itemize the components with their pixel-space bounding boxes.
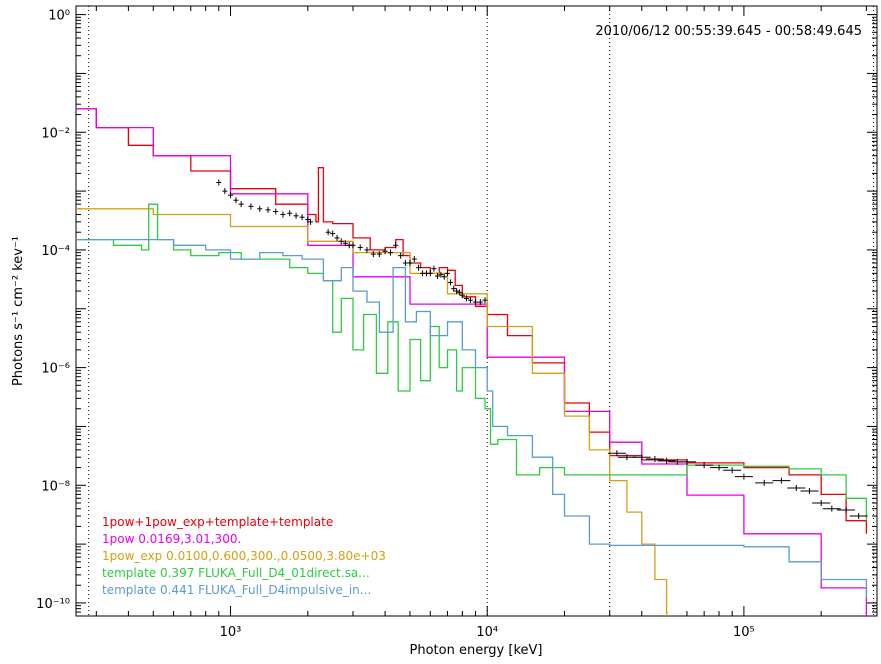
data-point xyxy=(370,251,376,258)
data-point xyxy=(287,210,293,217)
data-point xyxy=(849,513,868,520)
data-point xyxy=(388,249,394,256)
x-tick-label-0: 10³ xyxy=(220,625,242,640)
x-tick-label-2: 10⁵ xyxy=(733,625,755,640)
data-point xyxy=(238,201,244,208)
series-line-4 xyxy=(76,238,868,599)
data-point xyxy=(216,179,222,186)
data-point xyxy=(350,242,356,249)
data-point xyxy=(787,484,806,491)
data-point xyxy=(677,458,696,465)
data-point xyxy=(334,234,340,241)
y-tick-label-2: 10⁻⁴ xyxy=(41,244,70,259)
y-tick-label-5: 10⁻¹⁰ xyxy=(36,597,70,612)
time-range-label: 2010/06/12 00:55:39.645 - 00:58:49.645 xyxy=(595,24,862,39)
data-point xyxy=(459,292,465,299)
x-axis-title: Photon energy [keV] xyxy=(410,643,543,658)
y-tick-label-4: 10⁻⁸ xyxy=(41,479,70,494)
data-point xyxy=(280,211,286,218)
series-line-0 xyxy=(76,108,868,534)
data-point xyxy=(308,218,314,225)
y-tick-label-3: 10⁻⁶ xyxy=(41,362,70,377)
legend-entry-2: 1pow_exp 0.0100,0.600,300.,0.0500,3.80e+… xyxy=(102,549,386,563)
data-point xyxy=(444,270,450,277)
y-axis-title: Photons s⁻¹ cm⁻² kev⁻¹ xyxy=(11,236,26,386)
data-point xyxy=(325,229,331,236)
y-tick-label-0: 10⁰ xyxy=(48,9,70,24)
data-point xyxy=(477,299,483,306)
legend-entry-0: 1pow+1pow_exp+template+template xyxy=(102,515,333,529)
legend: 1pow+1pow_exp+template+template 1pow 0.01… xyxy=(102,515,386,597)
data-point xyxy=(482,297,488,304)
legend-entry-4: template 0.441 FLUKA_Full_D4impulsive_in… xyxy=(102,583,371,597)
data-points xyxy=(216,179,868,520)
data-point xyxy=(228,192,234,199)
data-point xyxy=(723,467,742,474)
data-point xyxy=(812,499,831,506)
data-point xyxy=(734,473,753,480)
data-point xyxy=(427,270,433,277)
data-point xyxy=(330,230,336,237)
series-line-1 xyxy=(76,108,868,616)
data-point xyxy=(342,240,348,247)
data-point xyxy=(800,487,819,494)
data-point xyxy=(257,205,263,212)
data-point xyxy=(305,216,311,223)
data-point xyxy=(265,206,271,213)
data-point xyxy=(382,248,388,255)
data-point xyxy=(364,246,370,253)
data-point xyxy=(357,244,363,251)
data-point xyxy=(772,477,791,484)
data-point xyxy=(233,197,239,204)
series-line-2 xyxy=(76,208,668,616)
legend-entry-1: 1pow 0.0169,3.01,300. xyxy=(102,532,241,546)
data-point xyxy=(645,455,664,462)
data-point xyxy=(755,479,774,486)
data-point xyxy=(454,288,460,295)
data-point xyxy=(416,264,422,271)
data-point xyxy=(431,265,437,272)
data-point xyxy=(398,252,404,259)
data-point xyxy=(837,507,856,514)
data-point xyxy=(293,212,299,219)
legend-entry-3: template 0.397 FLUKA_Full_D4_01direct.sa… xyxy=(102,566,370,580)
data-point xyxy=(393,242,399,249)
data-point xyxy=(467,297,473,304)
data-point xyxy=(448,279,454,286)
data-point xyxy=(632,454,651,461)
data-point xyxy=(607,450,626,457)
data-point xyxy=(657,457,676,464)
data-point xyxy=(299,214,305,221)
data-point xyxy=(822,505,841,512)
data-point xyxy=(441,273,447,280)
data-point xyxy=(376,251,382,258)
data-point xyxy=(710,464,729,471)
data-point xyxy=(463,295,469,302)
data-point xyxy=(411,256,417,263)
data-point xyxy=(695,462,714,469)
y-tick-label-1: 10⁻² xyxy=(41,126,70,141)
data-point xyxy=(338,238,344,245)
data-point xyxy=(407,259,413,266)
data-point xyxy=(457,289,463,296)
data-point xyxy=(273,208,279,215)
axis-ticks: 10³ 10⁴ 10⁵ 10⁰ 10⁻² 10⁻⁴ 10⁻⁶ 10⁻⁸ 10⁻¹⁰ xyxy=(36,6,877,640)
series-line-3 xyxy=(76,203,868,521)
x-tick-label-1: 10⁴ xyxy=(476,625,498,640)
data-point xyxy=(438,271,444,278)
data-point xyxy=(451,285,457,292)
data-point xyxy=(402,259,408,266)
data-point xyxy=(434,273,440,280)
data-point xyxy=(248,203,254,210)
data-point xyxy=(472,299,478,306)
data-point xyxy=(222,188,228,195)
